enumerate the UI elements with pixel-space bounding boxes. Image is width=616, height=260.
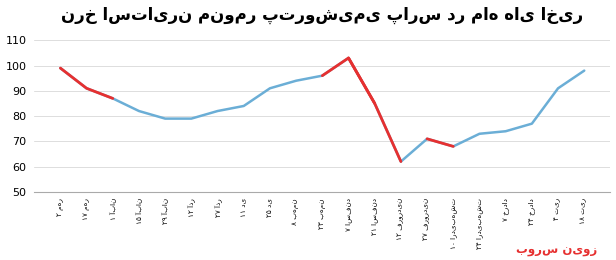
Title: نرخ استایرن منومر پتروشیمی پارس در ماه های اخیر: نرخ استایرن منومر پتروشیمی پارس در ماه ه… bbox=[61, 5, 583, 24]
Text: بورس نیوز: بورس نیوز bbox=[516, 244, 598, 257]
